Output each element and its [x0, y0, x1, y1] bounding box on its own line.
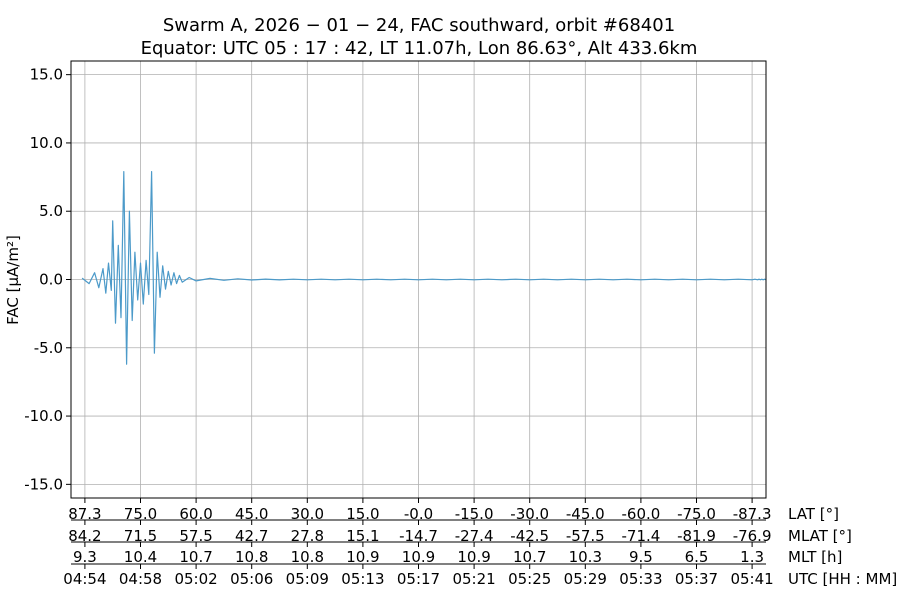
x-tick-label-0-11: -75.0	[677, 505, 716, 523]
x-tick-label-2-6: 10.9	[402, 548, 435, 566]
x-tick-label-0-10: -60.0	[621, 505, 660, 523]
x-tick-label-0-9: -45.0	[566, 505, 605, 523]
y-tick-label-4: 5.0	[39, 202, 63, 220]
x-tick-label-2-3: 10.8	[235, 548, 268, 566]
y-tick-label-2: -5.0	[34, 339, 63, 357]
x-tick-label-2-12: 1.3	[740, 548, 764, 566]
x-tick-label-3-4: 05:09	[286, 570, 329, 588]
x-row-label-1: MLAT [°]	[788, 527, 852, 545]
x-tick-label-0-3: 45.0	[235, 505, 268, 523]
x-tick-label-2-5: 10.9	[346, 548, 379, 566]
x-tick-label-0-12: -87.3	[733, 505, 772, 523]
x-tick-label-3-1: 04:58	[119, 570, 162, 588]
x-tick-label-1-12: -76.9	[733, 527, 772, 545]
x-tick-label-3-2: 05:02	[174, 570, 217, 588]
x-tick-label-1-1: 71.5	[124, 527, 157, 545]
y-tick-label-3: 0.0	[39, 271, 63, 289]
x-tick-label-3-11: 05:37	[675, 570, 718, 588]
x-tick-label-2-2: 10.7	[179, 548, 212, 566]
x-tick-label-1-7: -27.4	[455, 527, 494, 545]
x-tick-label-0-2: 60.0	[179, 505, 212, 523]
x-tick-label-0-7: -15.0	[455, 505, 494, 523]
x-tick-label-2-9: 10.3	[569, 548, 602, 566]
x-axis-rows: 87.3 75.0 60.0 45.0 30.0 15.0 -0.0 -15.0 -30.0 -4…	[63, 497, 897, 588]
x-tick-label-0-1: 75.0	[124, 505, 157, 523]
y-tick-label-0: -15.0	[24, 475, 63, 493]
x-tick-label-2-0: 9.3	[73, 548, 97, 566]
y-tick-label-5: 10.0	[30, 134, 63, 152]
x-tick-label-1-4: 27.8	[291, 527, 324, 545]
x-tick-label-0-4: 30.0	[291, 505, 324, 523]
x-tick-label-2-1: 10.4	[124, 548, 157, 566]
x-tick-label-2-10: 9.5	[629, 548, 653, 566]
x-tick-label-1-0: 84.2	[68, 527, 101, 545]
x-tick-label-2-8: 10.7	[513, 548, 546, 566]
x-tick-label-0-6: -0.0	[404, 505, 433, 523]
x-row-label-2: MLT [h]	[788, 548, 842, 566]
series-line-segment-0	[81, 171, 767, 365]
x-tick-label-1-2: 57.5	[179, 527, 212, 545]
x-tick-label-3-8: 05:25	[508, 570, 551, 588]
x-tick-label-1-8: -42.5	[510, 527, 549, 545]
x-tick-label-3-0: 04:54	[63, 570, 106, 588]
x-tick-label-0-5: 15.0	[346, 505, 379, 523]
x-tick-label-1-5: 15.1	[346, 527, 379, 545]
y-axis-label: FAC [µA/m²]	[4, 235, 22, 325]
x-tick-label-1-11: -81.9	[677, 527, 716, 545]
x-tick-label-2-4: 10.8	[291, 548, 324, 566]
x-tick-label-3-7: 05:21	[452, 570, 495, 588]
x-tick-label-3-3: 05:06	[230, 570, 273, 588]
x-tick-label-3-12: 05:41	[730, 570, 773, 588]
y-axis: -15.0 -10.0 -5.0 0.0 5.0 10.0 15.0	[24, 66, 71, 493]
chart-title-line1: Swarm A, 2026 − 01 − 24, FAC southward, …	[163, 15, 675, 36]
x-row-label-3: UTC [HH : MM]	[788, 570, 897, 588]
x-tick-label-3-10: 05:33	[619, 570, 662, 588]
x-tick-label-1-9: -57.5	[566, 527, 605, 545]
x-tick-label-0-0: 87.3	[68, 505, 101, 523]
x-tick-label-2-11: 6.5	[685, 548, 709, 566]
data-series	[81, 171, 767, 365]
y-tick-label-1: -10.0	[24, 407, 63, 425]
y-tick-label-6: 15.0	[30, 66, 63, 84]
chart-title-line2: Equator: UTC 05 : 17 : 42, LT 11.07h, Lo…	[141, 38, 698, 59]
x-tick-label-1-10: -71.4	[621, 527, 660, 545]
x-tick-label-3-9: 05:29	[564, 570, 607, 588]
x-tick-label-2-7: 10.9	[457, 548, 490, 566]
x-tick-label-1-3: 42.7	[235, 527, 268, 545]
x-tick-label-3-6: 05:17	[397, 570, 440, 588]
x-tick-label-1-6: -14.7	[399, 527, 438, 545]
x-tick-label-0-8: -30.0	[510, 505, 549, 523]
x-tick-label-3-5: 05:13	[341, 570, 384, 588]
x-row-label-0: LAT [°]	[788, 505, 839, 523]
